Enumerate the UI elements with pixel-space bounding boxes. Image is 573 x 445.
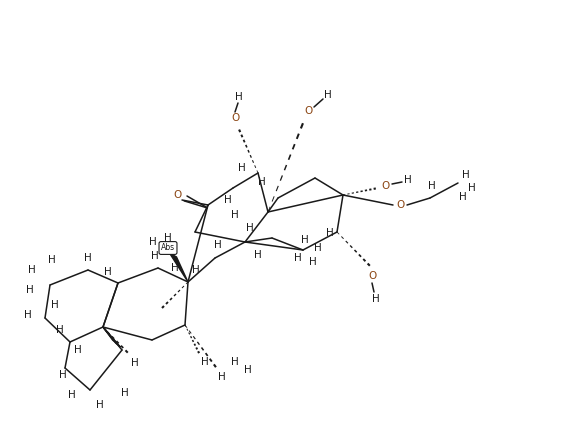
Text: H: H (26, 285, 34, 295)
Text: H: H (294, 253, 302, 263)
Text: O: O (173, 190, 181, 200)
Text: H: H (462, 170, 470, 180)
Text: H: H (121, 388, 129, 398)
Text: H: H (246, 223, 254, 233)
Polygon shape (103, 327, 117, 344)
Text: H: H (235, 92, 243, 102)
Text: O: O (368, 271, 376, 281)
Polygon shape (170, 253, 188, 282)
Text: H: H (326, 228, 334, 238)
Text: H: H (149, 237, 157, 247)
Text: H: H (244, 365, 252, 375)
Polygon shape (103, 327, 120, 347)
Text: H: H (74, 345, 82, 355)
Text: H: H (218, 372, 226, 382)
Text: H: H (309, 257, 317, 267)
Text: H: H (231, 210, 239, 220)
Text: H: H (171, 263, 179, 273)
Text: H: H (238, 163, 246, 173)
Text: H: H (428, 181, 436, 191)
Text: O: O (381, 181, 389, 191)
Text: H: H (404, 175, 412, 185)
Text: H: H (24, 310, 32, 320)
Text: H: H (301, 235, 309, 245)
Text: H: H (192, 265, 200, 275)
Text: O: O (396, 200, 404, 210)
Text: H: H (324, 90, 332, 100)
Text: H: H (96, 400, 104, 410)
Text: H: H (372, 294, 380, 304)
Text: H: H (254, 250, 262, 260)
Text: H: H (468, 183, 476, 193)
Text: H: H (214, 240, 222, 250)
Text: O: O (304, 106, 312, 116)
Text: H: H (151, 251, 159, 261)
Text: H: H (28, 265, 36, 275)
Text: H: H (231, 357, 239, 367)
Text: H: H (59, 370, 67, 380)
Text: H: H (131, 358, 139, 368)
Text: H: H (201, 357, 209, 367)
Text: H: H (314, 243, 322, 253)
Text: O: O (231, 113, 239, 123)
Text: H: H (258, 177, 266, 187)
Text: H: H (224, 195, 232, 205)
Text: H: H (68, 390, 76, 400)
Text: H: H (51, 300, 59, 310)
Text: H: H (164, 233, 172, 243)
Text: H: H (84, 253, 92, 263)
Text: Abs: Abs (161, 243, 175, 252)
Text: H: H (48, 255, 56, 265)
Text: H: H (104, 267, 112, 277)
Text: H: H (56, 325, 64, 335)
Text: H: H (459, 192, 467, 202)
